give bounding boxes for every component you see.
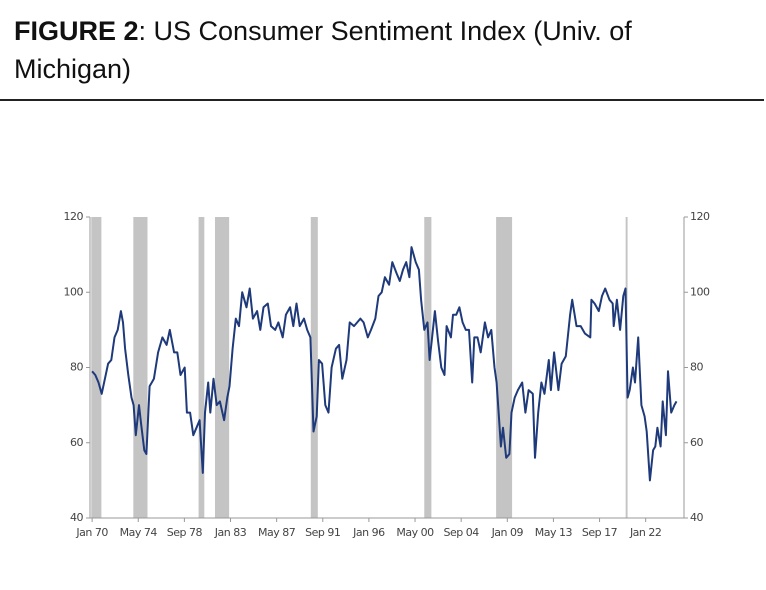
recession-band (91, 217, 102, 518)
x-tick-label: Jan 96 (352, 526, 385, 539)
y2-tick-label: 120 (690, 210, 710, 223)
x-tick-label: Sep 04 (444, 526, 480, 539)
y-tick-label: 100 (64, 285, 84, 298)
y-tick-label: 80 (70, 361, 83, 374)
y2-tick-label: 40 (690, 511, 703, 524)
x-tick-label: May 00 (396, 526, 434, 539)
x-tick-label: Sep 91 (305, 526, 340, 539)
x-tick-label: Sep 78 (167, 526, 203, 539)
x-tick-label: Jan 09 (491, 526, 524, 539)
x-tick-label: Jan 83 (214, 526, 247, 539)
recession-band (214, 217, 230, 518)
y2-tick-label: 80 (690, 361, 703, 374)
chart-title: : US Consumer Sentiment Index (Univ. of … (14, 16, 632, 84)
recession-band (310, 217, 318, 518)
sentiment-line (91, 246, 678, 482)
x-tick-label: Sep 17 (582, 526, 618, 539)
x-tick-label: Jan 70 (75, 526, 108, 539)
y-tick-label: 60 (70, 436, 83, 449)
figure-title: FIGURE 2: US Consumer Sentiment Index (U… (14, 12, 754, 88)
y-tick-label: 120 (64, 210, 84, 223)
y2-tick-label: 100 (690, 285, 710, 298)
divider (0, 99, 764, 101)
y2-tick-label: 60 (690, 436, 703, 449)
x-tick-label: Jan 22 (629, 526, 661, 539)
figure-label: FIGURE 2 (14, 16, 139, 46)
x-tick-label: May 74 (120, 526, 158, 539)
y-tick-label: 40 (70, 511, 83, 524)
x-tick-label: May 13 (535, 526, 573, 539)
x-tick-label: May 87 (258, 526, 296, 539)
recession-band (424, 217, 432, 518)
recession-band (496, 217, 513, 518)
recession-band (133, 217, 148, 518)
recession-band (198, 217, 205, 518)
